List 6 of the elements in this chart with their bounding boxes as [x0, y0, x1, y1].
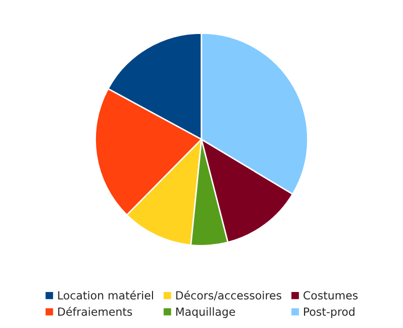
legend-label: Location matériel: [58, 290, 153, 300]
legend-label: Défraiements: [58, 306, 132, 316]
legend-label: Post-prod: [304, 307, 354, 318]
legend-label: Maquillage: [176, 307, 236, 318]
legend-label: Costumes: [304, 291, 358, 300]
legend-label: Décors/accessoires: [176, 290, 282, 300]
